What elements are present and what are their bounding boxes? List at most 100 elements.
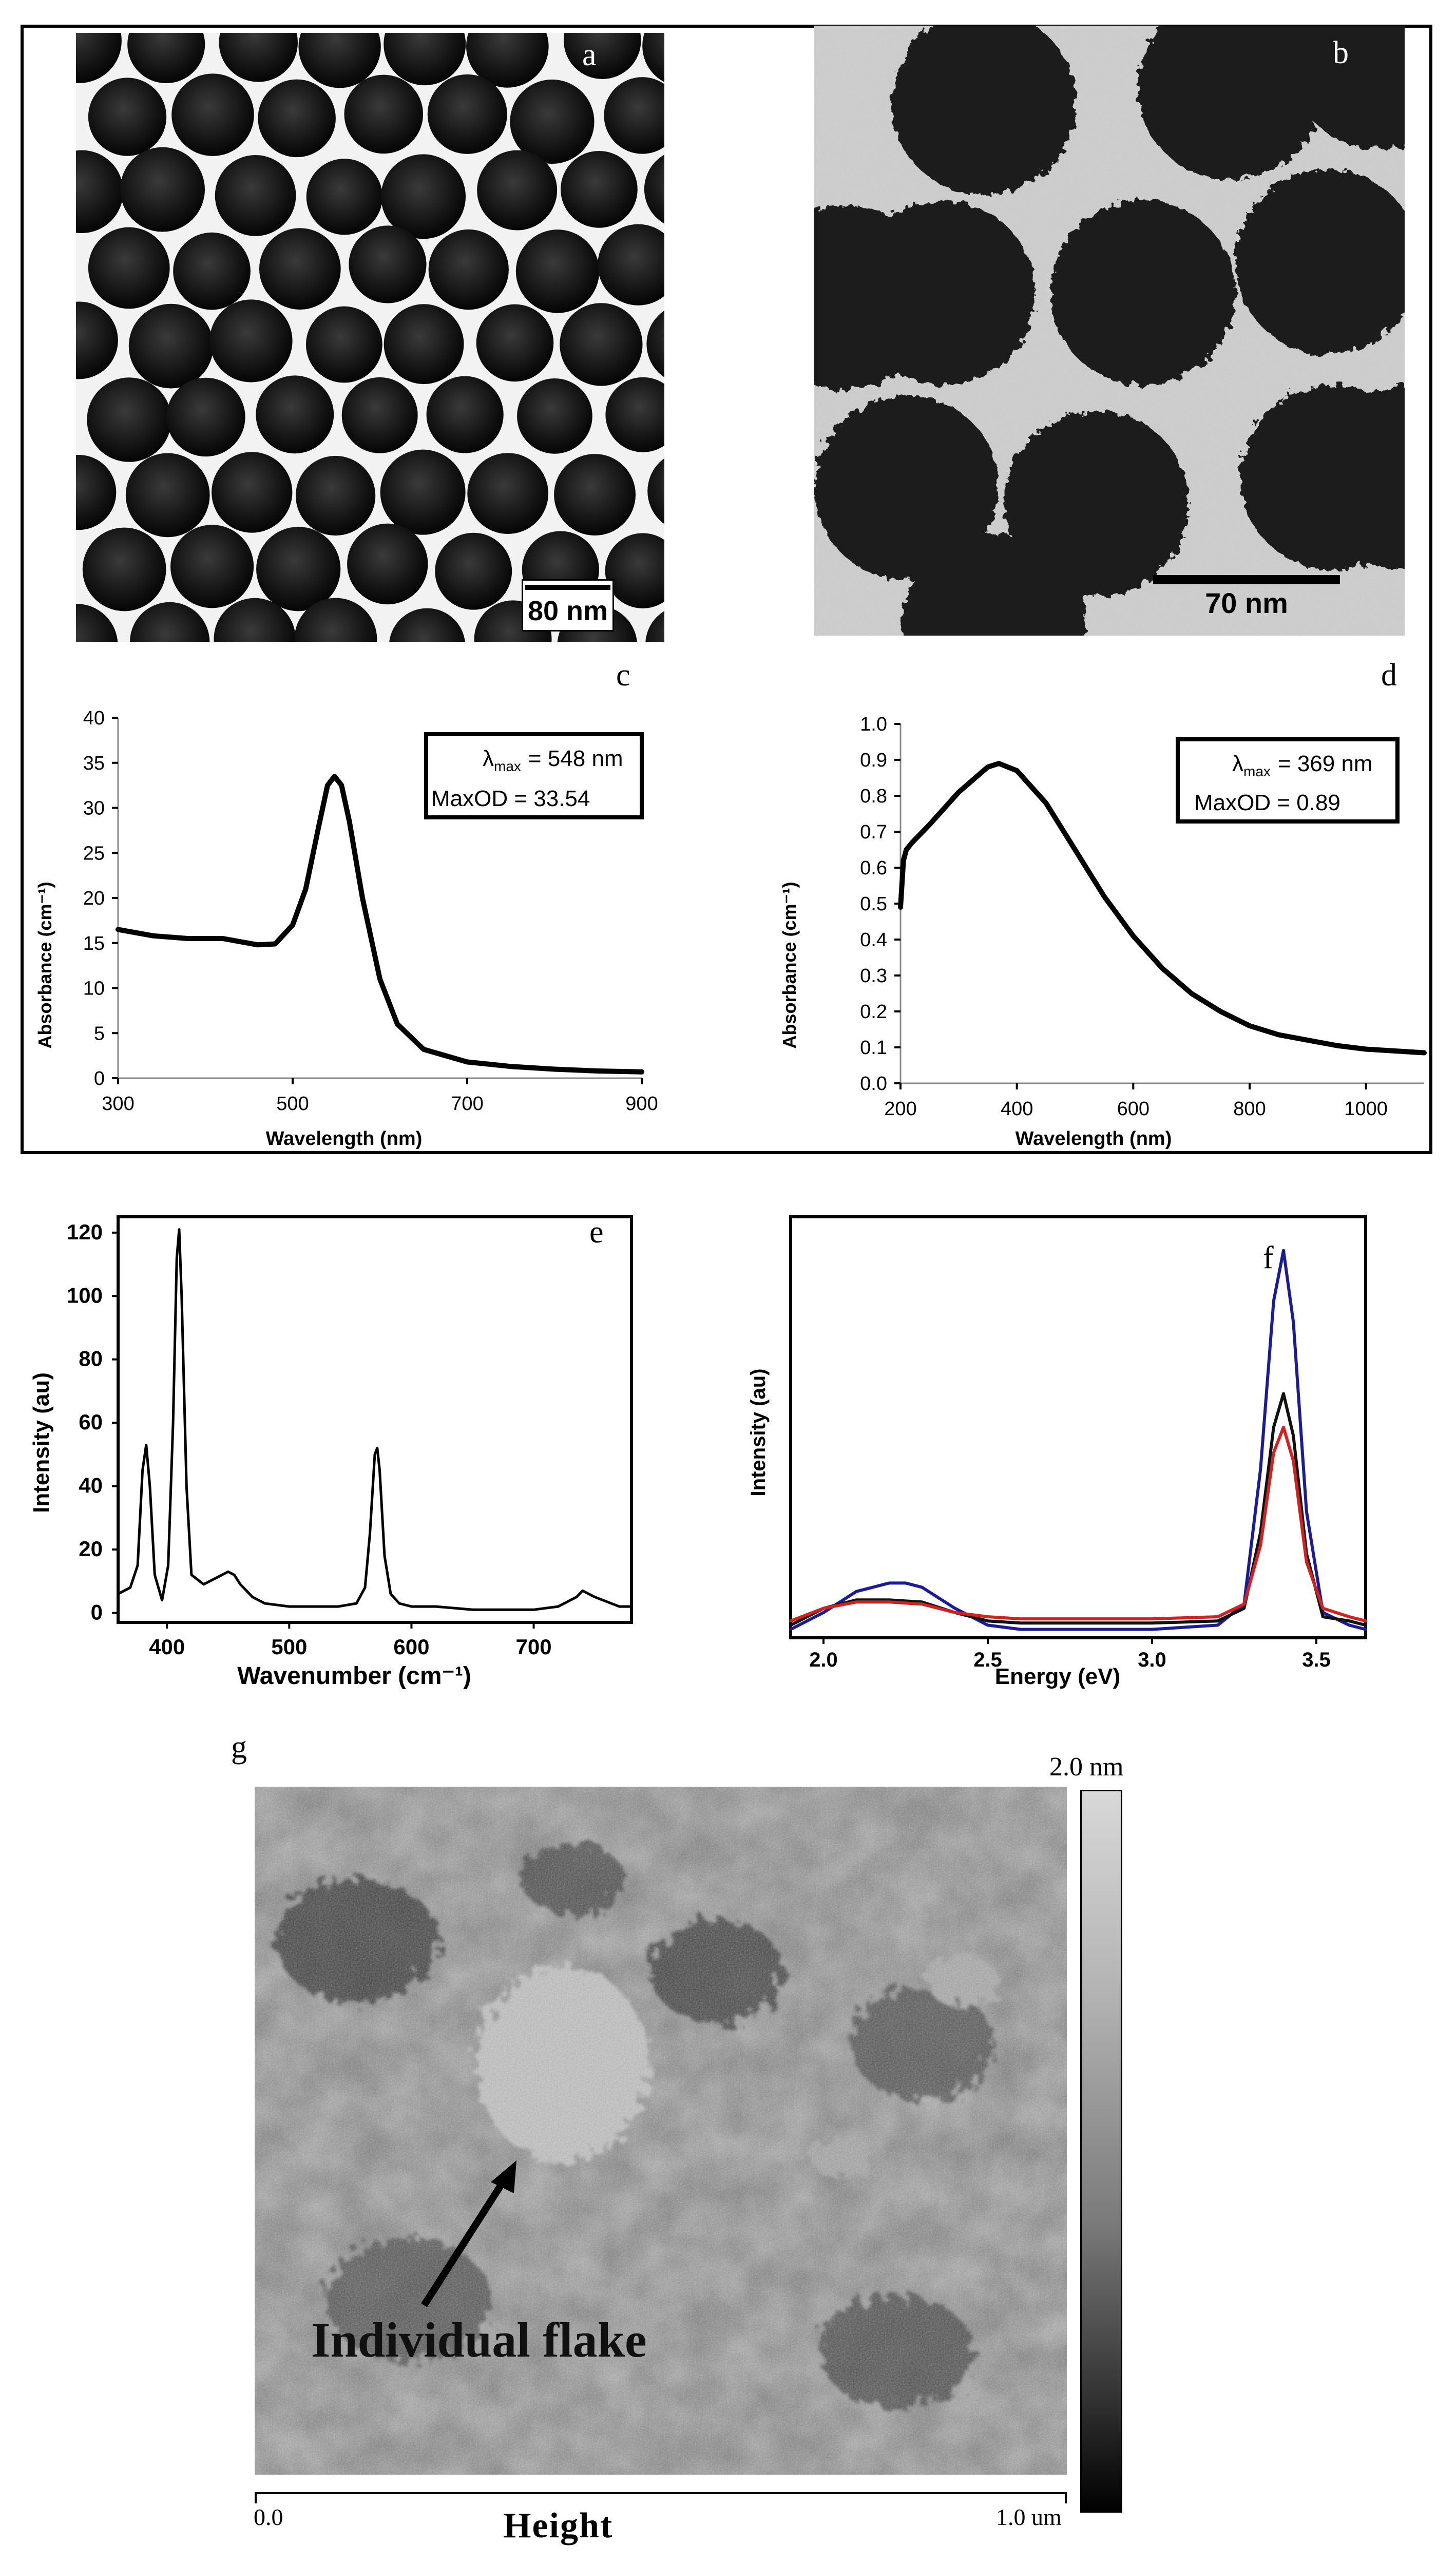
tem-image-a: 80 nm (76, 33, 664, 642)
y-tick-label: 0.1 (860, 1037, 887, 1059)
x-tick-label: 400 (149, 1635, 185, 1659)
panel-label-d: d (1381, 658, 1397, 693)
nanoparticle (427, 74, 507, 154)
y-tick-label: 1.0 (860, 714, 887, 735)
nanoparticle (215, 155, 296, 236)
panel-label-f: f (1263, 1240, 1274, 1275)
nanoparticle (560, 303, 643, 386)
nanoparticle (554, 454, 636, 536)
series-line (789, 1249, 1367, 1631)
nanoparticle (563, 33, 641, 79)
nanoparticle-field-a (76, 33, 664, 642)
y-tick-label: 20 (79, 1537, 103, 1561)
nanoparticle (1004, 411, 1189, 596)
y-tick-label: 40 (79, 1474, 103, 1498)
x-tick-label: 900 (625, 1093, 658, 1115)
legend-d-lambda: λmax = 369 nm (1232, 751, 1373, 779)
y-tick-label: 15 (83, 933, 105, 954)
x-tick-label: 500 (276, 1093, 309, 1115)
nanoparticle (647, 458, 664, 524)
y-tick-label: 80 (79, 1347, 103, 1371)
x-tick-label: 600 (393, 1635, 429, 1659)
y-tick-label: 0.3 (860, 965, 887, 987)
x-tick-label: 2.5 (973, 1649, 1002, 1671)
nanoparticle (604, 77, 664, 154)
figure-frame (21, 25, 1432, 1154)
panel-label-g: g (231, 1730, 247, 1765)
afm-x-end-label: 1.0 um (996, 2504, 1062, 2530)
nanoparticle (76, 604, 118, 642)
arrow-icon (421, 2160, 516, 2307)
panel-label-b: b (1333, 35, 1349, 70)
nanoparticle (128, 303, 214, 389)
nanoparticle (428, 229, 509, 310)
nanoparticle (561, 150, 638, 228)
y-tick-label: 0.2 (860, 1001, 887, 1023)
nanoparticle (426, 376, 504, 453)
y-tick-label: 120 (67, 1220, 103, 1244)
nanoparticle (814, 205, 937, 390)
nanoparticle (384, 33, 466, 86)
chart-e-xlabel: Wavenumber (cm⁻¹) (237, 1662, 471, 1690)
x-tick-label: 500 (271, 1635, 307, 1659)
y-tick-label: 0.7 (860, 821, 887, 843)
nanoparticle (82, 527, 166, 611)
legend-box-d: λmax = 369 nm MaxOD = 0.89 (1176, 737, 1400, 824)
nanoparticle (515, 229, 600, 313)
nanoparticle (477, 150, 558, 231)
legend-box-c: λmax = 548 nm MaxOD = 33.54 (424, 732, 644, 819)
series-line (789, 1392, 1367, 1627)
series-line (116, 774, 644, 1075)
nanoparticle (88, 227, 170, 309)
raman-chart-e: 400 500 600 700 0 20 40 60 80 100 120 e Intensity … (29, 1215, 633, 1690)
y-tick-label: 60 (79, 1410, 103, 1434)
nanoparticle (295, 455, 376, 536)
y-tick-label: 25 (83, 843, 105, 864)
nanoparticle (306, 159, 382, 235)
afm-x-axis (255, 2492, 1067, 2503)
chart-e-ylabel: Intensity (au) (29, 1372, 54, 1513)
y-tick-label: 10 (83, 978, 105, 1000)
chart-c-ylabel: Absorbance (cm⁻¹) (34, 882, 55, 1048)
y-tick-label: 0.8 (860, 786, 887, 807)
nanoparticle (125, 453, 210, 538)
nanoparticle (76, 301, 118, 379)
x-tick-label: 300 (102, 1093, 134, 1115)
y-tick-label: 0.6 (860, 857, 887, 879)
nanoparticle (256, 527, 341, 611)
nanoparticle (259, 228, 341, 310)
x-tick-label: 600 (1117, 1098, 1150, 1120)
panel-label-c: c (616, 658, 630, 693)
x-tick-label: 700 (515, 1635, 551, 1659)
series-line (898, 761, 1427, 1056)
nanoparticle (381, 154, 466, 239)
x-tick-label: 2.0 (809, 1649, 838, 1671)
x-tick-label: 800 (1233, 1098, 1266, 1120)
y-tick-label: 30 (83, 798, 105, 819)
chart-f-xlabel: Energy (eV) (995, 1664, 1121, 1689)
scale-bar-b-label: 70 nm (1205, 587, 1288, 619)
nanoparticle (127, 33, 205, 84)
legend-c-maxod: MaxOD = 33.54 (431, 786, 590, 811)
scale-bar-b-line (1153, 575, 1340, 584)
nanoparticle (76, 455, 117, 530)
nanoparticle (170, 525, 254, 608)
nanoparticle (344, 74, 424, 154)
afm-height-image: Individual flake (255, 1787, 1067, 2475)
panel-label-e: e (589, 1215, 604, 1250)
nanoparticle (341, 377, 418, 453)
nanoparticle (389, 608, 465, 642)
nanoparticle (214, 598, 296, 642)
nanoparticle (76, 150, 124, 233)
nanoparticle (605, 377, 664, 452)
series-line (117, 1228, 633, 1611)
nanoparticle (517, 378, 592, 454)
y-tick-label: 0 (94, 1068, 105, 1089)
nanoparticle (642, 33, 664, 82)
x-tick-label: 700 (451, 1093, 483, 1115)
nanoparticle (88, 78, 167, 156)
y-tick-label: 0.5 (860, 893, 887, 915)
nanoparticle (1138, 26, 1323, 180)
nanoparticle (380, 449, 466, 535)
afm-height-label: Height (503, 2506, 614, 2546)
